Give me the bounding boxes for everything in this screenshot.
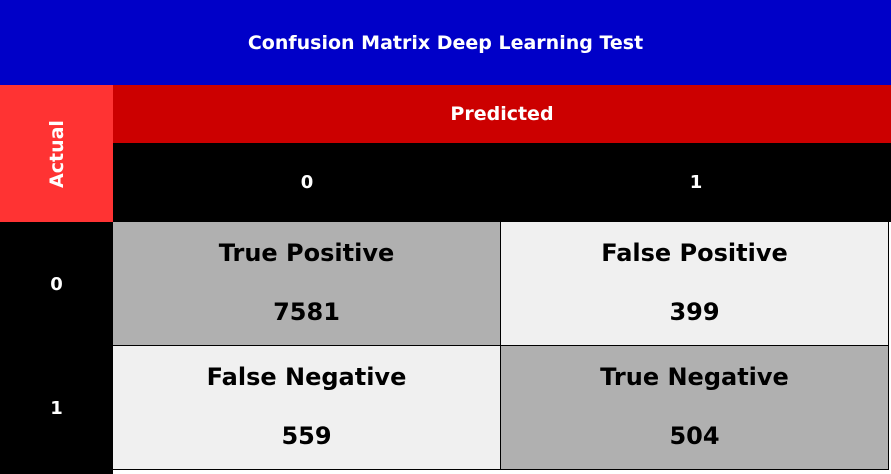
cell-label: False Negative (206, 363, 407, 391)
cell-label: True Negative (600, 363, 789, 391)
cell-label: False Positive (601, 239, 788, 267)
column-header-1: 1 (501, 143, 891, 222)
column-header-0: 0 (113, 143, 501, 222)
matrix-cell-true-positive: True Positive 7581 (113, 222, 501, 346)
actual-axis-label: Actual (45, 119, 68, 188)
row-header-0: 0 (0, 222, 113, 346)
row-header-1: 1 (0, 346, 113, 470)
cell-value: 7581 (273, 298, 340, 326)
cell-value: 559 (281, 422, 332, 450)
cell-value: 504 (669, 422, 720, 450)
predicted-axis-label: Predicted (113, 85, 891, 143)
actual-axis-label-cell: Actual (0, 85, 113, 222)
chart-title: Confusion Matrix Deep Learning Test (0, 0, 891, 85)
matrix-cell-false-positive: False Positive 399 (501, 222, 889, 346)
matrix-cell-false-negative: False Negative 559 (113, 346, 501, 470)
cell-label: True Positive (218, 239, 395, 267)
cell-value: 399 (669, 298, 720, 326)
matrix-cell-true-negative: True Negative 504 (501, 346, 889, 470)
